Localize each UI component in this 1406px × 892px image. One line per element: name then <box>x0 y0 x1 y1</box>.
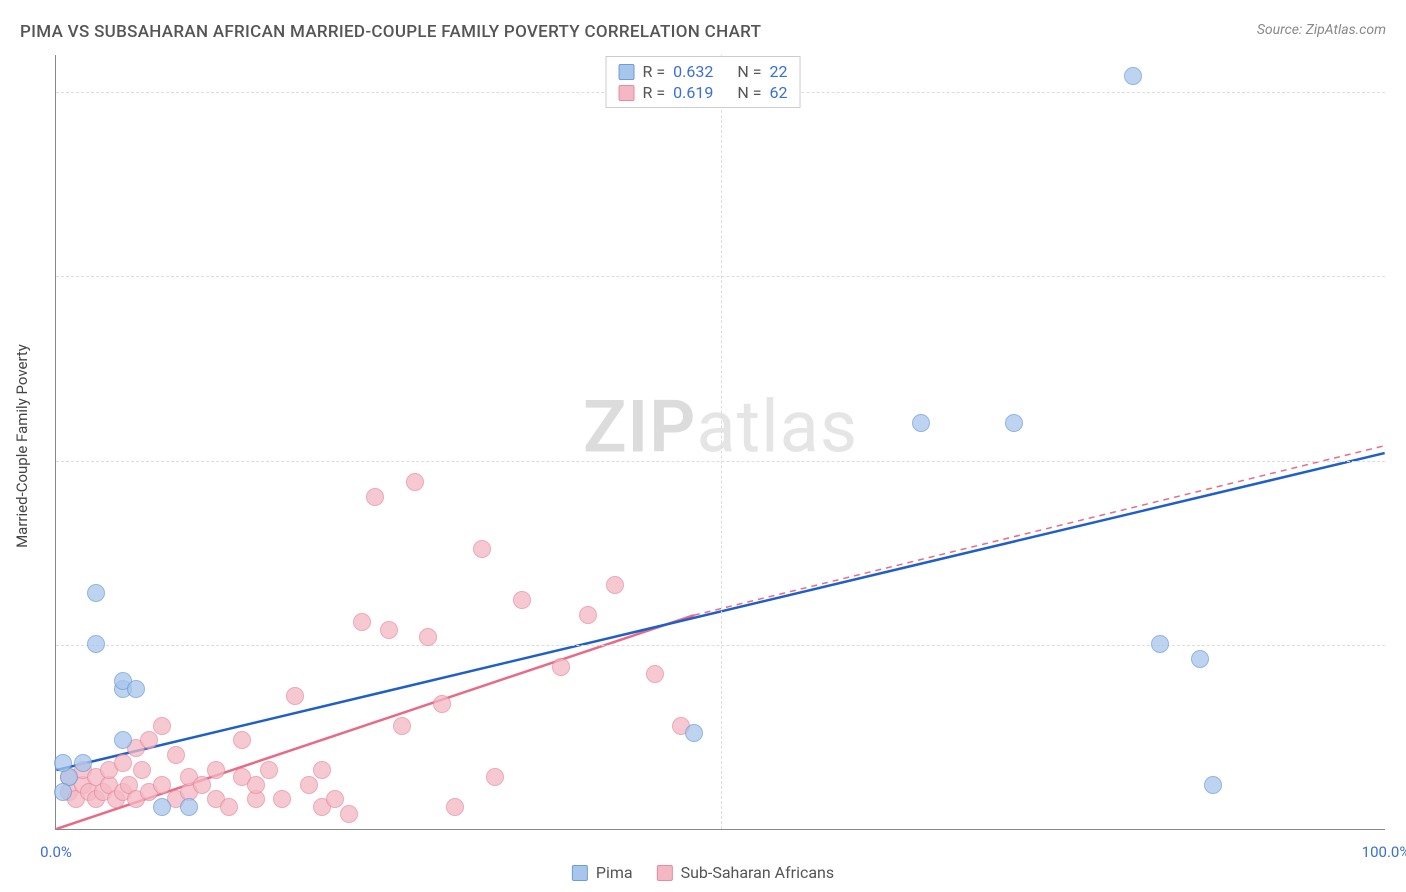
data-point <box>54 754 72 772</box>
stats-row-pima: R = 0.632 N = 22 <box>619 61 788 82</box>
bottom-legend: Pima Sub-Saharan Africans <box>572 863 834 882</box>
data-point <box>180 798 198 816</box>
data-point <box>247 776 265 794</box>
legend-item-ssa: Sub-Saharan Africans <box>657 863 835 882</box>
data-point <box>406 473 424 491</box>
data-point <box>260 761 278 779</box>
data-point <box>353 613 371 631</box>
data-point <box>1005 414 1023 432</box>
legend-item-pima: Pima <box>572 863 633 882</box>
data-point <box>300 776 318 794</box>
data-point <box>207 761 225 779</box>
data-point <box>233 731 251 749</box>
chart-title: PIMA VS SUBSAHARAN AFRICAN MARRIED-COUPL… <box>20 22 761 42</box>
data-point <box>1191 650 1209 668</box>
data-point <box>114 754 132 772</box>
data-point <box>1151 635 1169 653</box>
data-point <box>153 798 171 816</box>
data-point <box>313 761 331 779</box>
data-point <box>193 776 211 794</box>
data-point <box>340 805 358 823</box>
data-point <box>433 695 451 713</box>
data-point <box>606 576 624 594</box>
data-point <box>513 591 531 609</box>
data-point <box>133 761 151 779</box>
swatch-ssa-icon <box>657 865 673 881</box>
y-tick-label: 25.0% <box>1395 636 1406 654</box>
data-point <box>646 665 664 683</box>
stats-row-ssa: R = 0.619 N = 62 <box>619 82 788 103</box>
y-tick-label: 75.0% <box>1395 267 1406 285</box>
plot-area: ZIPatlas 25.0%50.0%75.0%100.0%0.0%100.0% <box>55 55 1385 830</box>
stats-legend: R = 0.632 N = 22 R = 0.619 N = 62 <box>606 56 801 108</box>
data-point <box>153 717 171 735</box>
x-tick-label: 0.0% <box>40 843 72 861</box>
y-axis-title: Married-Couple Family Poverty <box>13 344 31 548</box>
data-point <box>114 731 132 749</box>
data-point <box>1124 67 1142 85</box>
data-point <box>366 488 384 506</box>
chart-container: PIMA VS SUBSAHARAN AFRICAN MARRIED-COUPL… <box>0 0 1406 892</box>
data-point <box>153 776 171 794</box>
data-point <box>393 717 411 735</box>
data-point <box>140 731 158 749</box>
y-tick-label: 100.0% <box>1395 83 1406 101</box>
data-point <box>74 754 92 772</box>
data-point <box>486 768 504 786</box>
data-point <box>579 606 597 624</box>
data-point <box>446 798 464 816</box>
data-point <box>220 798 238 816</box>
swatch-pima <box>619 64 635 80</box>
data-point <box>473 540 491 558</box>
data-point <box>167 746 185 764</box>
data-point <box>685 724 703 742</box>
swatch-ssa <box>619 85 635 101</box>
data-point <box>1204 776 1222 794</box>
y-tick-label: 50.0% <box>1395 452 1406 470</box>
data-point <box>380 621 398 639</box>
data-point <box>912 414 930 432</box>
data-point <box>326 790 344 808</box>
data-point <box>87 635 105 653</box>
data-point <box>286 687 304 705</box>
data-point <box>87 584 105 602</box>
data-point <box>552 658 570 676</box>
data-point <box>127 680 145 698</box>
x-tick-label: 100.0% <box>1362 843 1406 861</box>
data-point <box>54 783 72 801</box>
source-label: Source: ZipAtlas.com <box>1257 22 1386 38</box>
swatch-pima-icon <box>572 865 588 881</box>
data-point <box>419 628 437 646</box>
data-point <box>273 790 291 808</box>
